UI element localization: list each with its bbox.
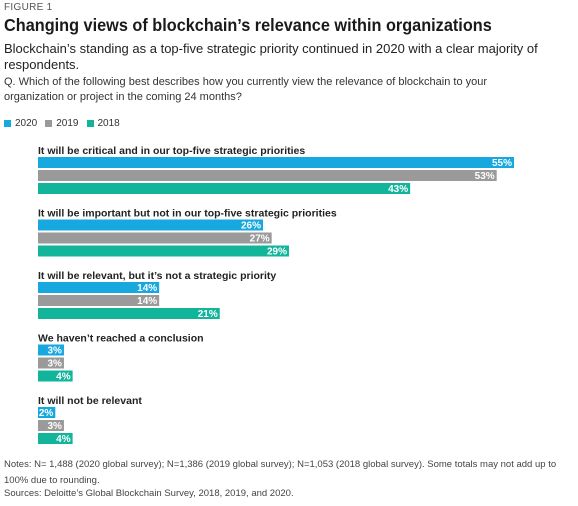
data-label-2018: 43% bbox=[388, 184, 408, 195]
bar-2019 bbox=[38, 420, 64, 431]
data-label-2019: 3% bbox=[48, 359, 63, 370]
category-label: It will be important but not in our top-… bbox=[38, 208, 337, 220]
bar-2020 bbox=[38, 219, 264, 231]
bar-2020 bbox=[38, 282, 160, 293]
bar-2019 bbox=[38, 232, 272, 244]
data-label-2018: 29% bbox=[267, 247, 287, 258]
bar-2018 bbox=[38, 433, 73, 444]
data-label-2020: 26% bbox=[241, 221, 261, 232]
bar-2020 bbox=[38, 344, 64, 356]
data-label-2018: 4% bbox=[56, 434, 71, 445]
legend-swatch-2018 bbox=[86, 120, 94, 127]
category-label: It will be critical and in our top-five … bbox=[38, 145, 305, 157]
bar-2019 bbox=[38, 295, 160, 306]
legend-swatch-2019 bbox=[45, 120, 53, 127]
chart-notes: Notes: N= 1,488 (2020 global survey); N=… bbox=[4, 459, 557, 486]
legend-label-2018: 2018 bbox=[97, 118, 120, 129]
legend-label-2019: 2019 bbox=[56, 118, 79, 129]
data-label-2019: 27% bbox=[250, 234, 270, 245]
bar-2020 bbox=[38, 157, 514, 168]
survey-question: Q. Which of the following best describes… bbox=[4, 76, 488, 103]
bar-2018 bbox=[38, 183, 411, 194]
chart-subtitle: Blockchain’s standing as a top-five stra… bbox=[4, 41, 538, 72]
legend: 2020 2019 2018 bbox=[4, 118, 128, 129]
bar-2018 bbox=[38, 245, 289, 257]
chart-sources: Sources: Deloitte’s Global Blockchain Su… bbox=[4, 488, 294, 499]
bar-2019 bbox=[38, 170, 497, 181]
bar-2019 bbox=[38, 357, 64, 369]
data-label-2019: 14% bbox=[137, 296, 157, 307]
legend-item-2020: 2020 bbox=[4, 118, 37, 129]
data-label-2019: 3% bbox=[48, 421, 63, 432]
bar-2018 bbox=[38, 370, 73, 382]
data-label-2020: 2% bbox=[39, 408, 54, 419]
data-label-2020: 3% bbox=[48, 346, 63, 357]
legend-item-2019: 2019 bbox=[45, 118, 79, 129]
legend-label-2020: 2020 bbox=[15, 118, 38, 129]
data-label-2020: 55% bbox=[492, 158, 512, 169]
category-label: We haven’t reached a conclusion bbox=[38, 333, 204, 345]
category-label: It will not be relevant bbox=[38, 395, 142, 407]
legend-swatch-2020 bbox=[4, 120, 11, 127]
data-label-2020: 14% bbox=[137, 283, 157, 294]
bar-2020 bbox=[38, 407, 56, 418]
legend-item-2018: 2018 bbox=[86, 118, 120, 129]
data-label-2018: 4% bbox=[56, 372, 71, 383]
category-label: It will be relevant, but it’s not a stra… bbox=[38, 270, 276, 282]
data-label-2019: 53% bbox=[475, 171, 495, 182]
chart-title: Changing views of blockchain’s relevance… bbox=[4, 15, 492, 35]
figure-label: FIGURE 1 bbox=[4, 2, 53, 13]
bar-2018 bbox=[38, 308, 220, 319]
data-label-2018: 21% bbox=[198, 309, 218, 320]
